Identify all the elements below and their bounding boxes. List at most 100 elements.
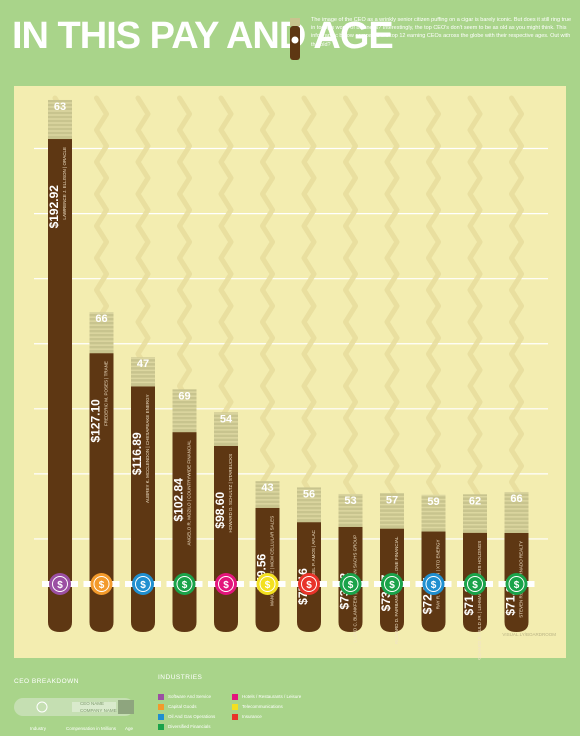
legend-label: Software And Service — [168, 694, 212, 700]
cigar-chart: 63 $192.92 LAWRENCE J. ELLISON | ORACLE $66… — [14, 86, 566, 660]
age-label: 53 — [344, 495, 356, 507]
legend-swatch — [158, 714, 164, 720]
ash-segment — [297, 487, 321, 523]
dollar-icon-ring — [384, 576, 400, 592]
value-label: $116.89 — [130, 432, 144, 475]
value-label: $98.60 — [213, 492, 227, 529]
cigar-bar: 56$75.16DANIEL P. AMOS | AFLAC$ — [291, 487, 327, 632]
legend-swatch — [232, 694, 238, 700]
ash-segment — [380, 493, 404, 529]
age-label: 66 — [95, 313, 107, 325]
legend-item: Hotels / Restaurants / Leisure — [232, 694, 301, 700]
age-label: 54 — [220, 413, 233, 425]
dollar-icon: $ — [348, 580, 354, 591]
age-label: 56 — [303, 488, 315, 500]
cigar-bar: 57$73.17RICHARD D. FAIRBANK | CAPITAL ON… — [374, 493, 410, 644]
legend-label: Diversified Financials — [168, 724, 211, 730]
legend-swatch — [232, 704, 238, 710]
bar — [131, 386, 155, 632]
cigar-bar: 47 $116.89 AUBREY K. MCCLENDON | CHESAPEAK… — [125, 357, 161, 632]
legend-swatch — [158, 704, 164, 710]
ceo-name-label: ANGELO R. MOZILO | COUNTRYWIDE FINANCIAL — [187, 440, 192, 546]
legend-item: Diversified Financials — [158, 724, 211, 730]
legend-item: Oil And Gas Operations — [158, 714, 215, 720]
smoke-wave — [467, 95, 483, 565]
dollar-icon: $ — [514, 580, 520, 591]
legend-item: Capital Goods — [158, 704, 197, 710]
page-title: IN THIS PAY AND AGE — [12, 15, 394, 57]
dollar-icon-ring — [342, 576, 359, 592]
age-label: 59 — [427, 496, 439, 508]
intro-text: The image of the CEO as a wrinkly senior… — [311, 17, 572, 48]
header: IN THIS PAY AND AGE The image of the CEO… — [0, 0, 580, 76]
smoke-wave — [509, 95, 524, 565]
dollar-icon-ring — [259, 576, 276, 592]
age-label: 69 — [178, 390, 190, 402]
ceo-name-label: AUBREY K. MCCLENDON | CHESAPEAKE ENERGY — [145, 394, 150, 503]
age-label: 47 — [137, 358, 149, 370]
legend-label: Oil And Gas Operations — [168, 714, 216, 720]
dollar-icon-ring — [301, 576, 317, 592]
legend-item: Insurance — [232, 714, 262, 720]
dollar-icon-ring — [93, 576, 110, 592]
breakdown-sample-company: COMPANY NAME — [80, 708, 117, 713]
breakdown-title: CEO BREAKDOWN — [14, 678, 80, 685]
age-label: 62 — [469, 495, 481, 507]
cigar-bar: 66$71.85STEVEN ROTH | VORNADO REALTY$ — [498, 491, 535, 632]
breakdown-sample-name: CEO NAME — [80, 701, 105, 706]
bar — [214, 445, 238, 632]
dollar-icon: $ — [265, 580, 271, 591]
ceo-name-label: MANUEL KADRE | MCM CELLULAR SALES — [270, 516, 275, 606]
dollar-icon: $ — [223, 580, 229, 591]
legend-swatch — [158, 724, 164, 730]
dollar-icon: $ — [182, 580, 188, 591]
dollar-icon: $ — [472, 580, 478, 591]
cigar-icon — [290, 18, 300, 60]
legend-label: Telecommunications — [242, 704, 283, 710]
dollar-icon: $ — [57, 580, 63, 591]
age-label: 43 — [261, 482, 273, 494]
bar — [172, 432, 197, 632]
breakdown-label-age: Age — [125, 726, 134, 731]
cigar-bar: 43$79.56 MANUEL KADRE | MCM CELLULAR SALE… — [249, 481, 286, 632]
smoke-wave — [343, 95, 358, 565]
cigar-bar: 54 $98.60 HOWARD D. SCHULTZ | STARBUCKS $ — [208, 412, 244, 632]
value-label: $102.84 — [172, 478, 186, 522]
legend-swatch — [158, 694, 164, 700]
dollar-icon-ring — [52, 576, 68, 592]
cigar-bar: 53$73.72LLOYD C. BLANKFEIN | GOLDMAN SAC… — [332, 493, 369, 643]
dollar-icon: $ — [140, 580, 146, 591]
ceo-name-label: FREDERIC M. POSES | TRANE — [104, 361, 109, 426]
bar — [255, 507, 280, 632]
smoke-wave — [426, 95, 441, 565]
age-label: 63 — [54, 101, 66, 113]
legend-label: Hotels / Restaurants / Leisure — [242, 694, 302, 700]
cigar-bar: 63 $192.92 LAWRENCE J. ELLISON | ORACLE $ — [42, 99, 78, 632]
bar — [48, 139, 72, 632]
dollar-icon-ring — [467, 576, 483, 592]
credit-label: VISUAL.LY/BOARDROOM — [502, 632, 556, 637]
legend-label: Capital Goods — [168, 704, 197, 710]
chart-panel: 63 $192.92 LAWRENCE J. ELLISON | ORACLE $66… — [0, 76, 580, 660]
dollar-icon: $ — [99, 580, 105, 591]
dollar-icon-ring — [218, 576, 234, 592]
industries-title: INDUSTRIES — [158, 674, 203, 681]
cigar-bar: 66 $127.10 FREDERIC M. POSES | TRANE $ — [83, 312, 120, 632]
smoke-wave — [301, 95, 317, 565]
legend-swatch — [232, 714, 238, 720]
smoke-wave — [384, 95, 400, 565]
dollar-icon-ring — [135, 576, 151, 592]
ceo-name-label: LAWRENCE J. ELLISON | ORACLE — [62, 147, 67, 220]
ceo-name-label: HOWARD D. SCHULTZ | STARBUCKS — [228, 454, 233, 533]
dollar-icon-ring — [508, 576, 525, 592]
dollar-icon: $ — [306, 580, 312, 591]
value-label: $192.92 — [47, 185, 61, 229]
dollar-icon: $ — [389, 580, 395, 591]
legend-item: Telecommunications — [232, 704, 283, 710]
footer: CEO BREAKDOWN CEO NAME COMPANY NAME Indu… — [0, 660, 580, 736]
ceo-name-label: DANIEL P. AMOS | AFLAC — [311, 529, 316, 583]
dollar-icon-ring — [425, 576, 442, 592]
cigar-bar: 69 $102.84 ANGELO R. MOZILO | COUNTRYWIDE … — [166, 389, 203, 632]
breakdown-label-industry: Industry — [30, 726, 47, 731]
legend-item: Software And Service — [158, 694, 211, 700]
